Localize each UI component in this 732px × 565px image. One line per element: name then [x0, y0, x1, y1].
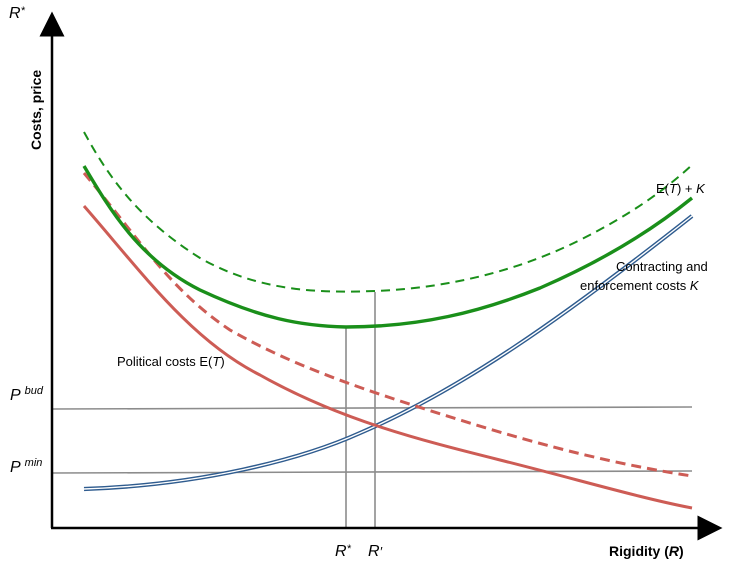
- y-axis-label: Costs, price: [28, 70, 44, 150]
- x-axis-label: Rigidity (R): [609, 543, 684, 559]
- political-costs-dashed-curve: [82, 172, 693, 478]
- p-min-line: [51, 470, 693, 474]
- p-bud-line: [51, 406, 693, 410]
- total-cost-dashed-curve: [83, 131, 693, 293]
- total-cost-label: E(T) + K: [656, 181, 706, 196]
- contracting-costs-curve-inner: [83, 215, 693, 490]
- contracting-costs-label: Contracting and enforcement costs K: [580, 259, 711, 293]
- r-star-label: R*: [335, 543, 352, 560]
- r-prime-label: R′: [368, 543, 383, 560]
- total-cost-curve: [82, 165, 694, 329]
- political-costs-curve: [82, 205, 693, 510]
- y-axis-top-label: R*: [9, 5, 26, 22]
- political-costs-label: Political costs E(T): [117, 354, 225, 369]
